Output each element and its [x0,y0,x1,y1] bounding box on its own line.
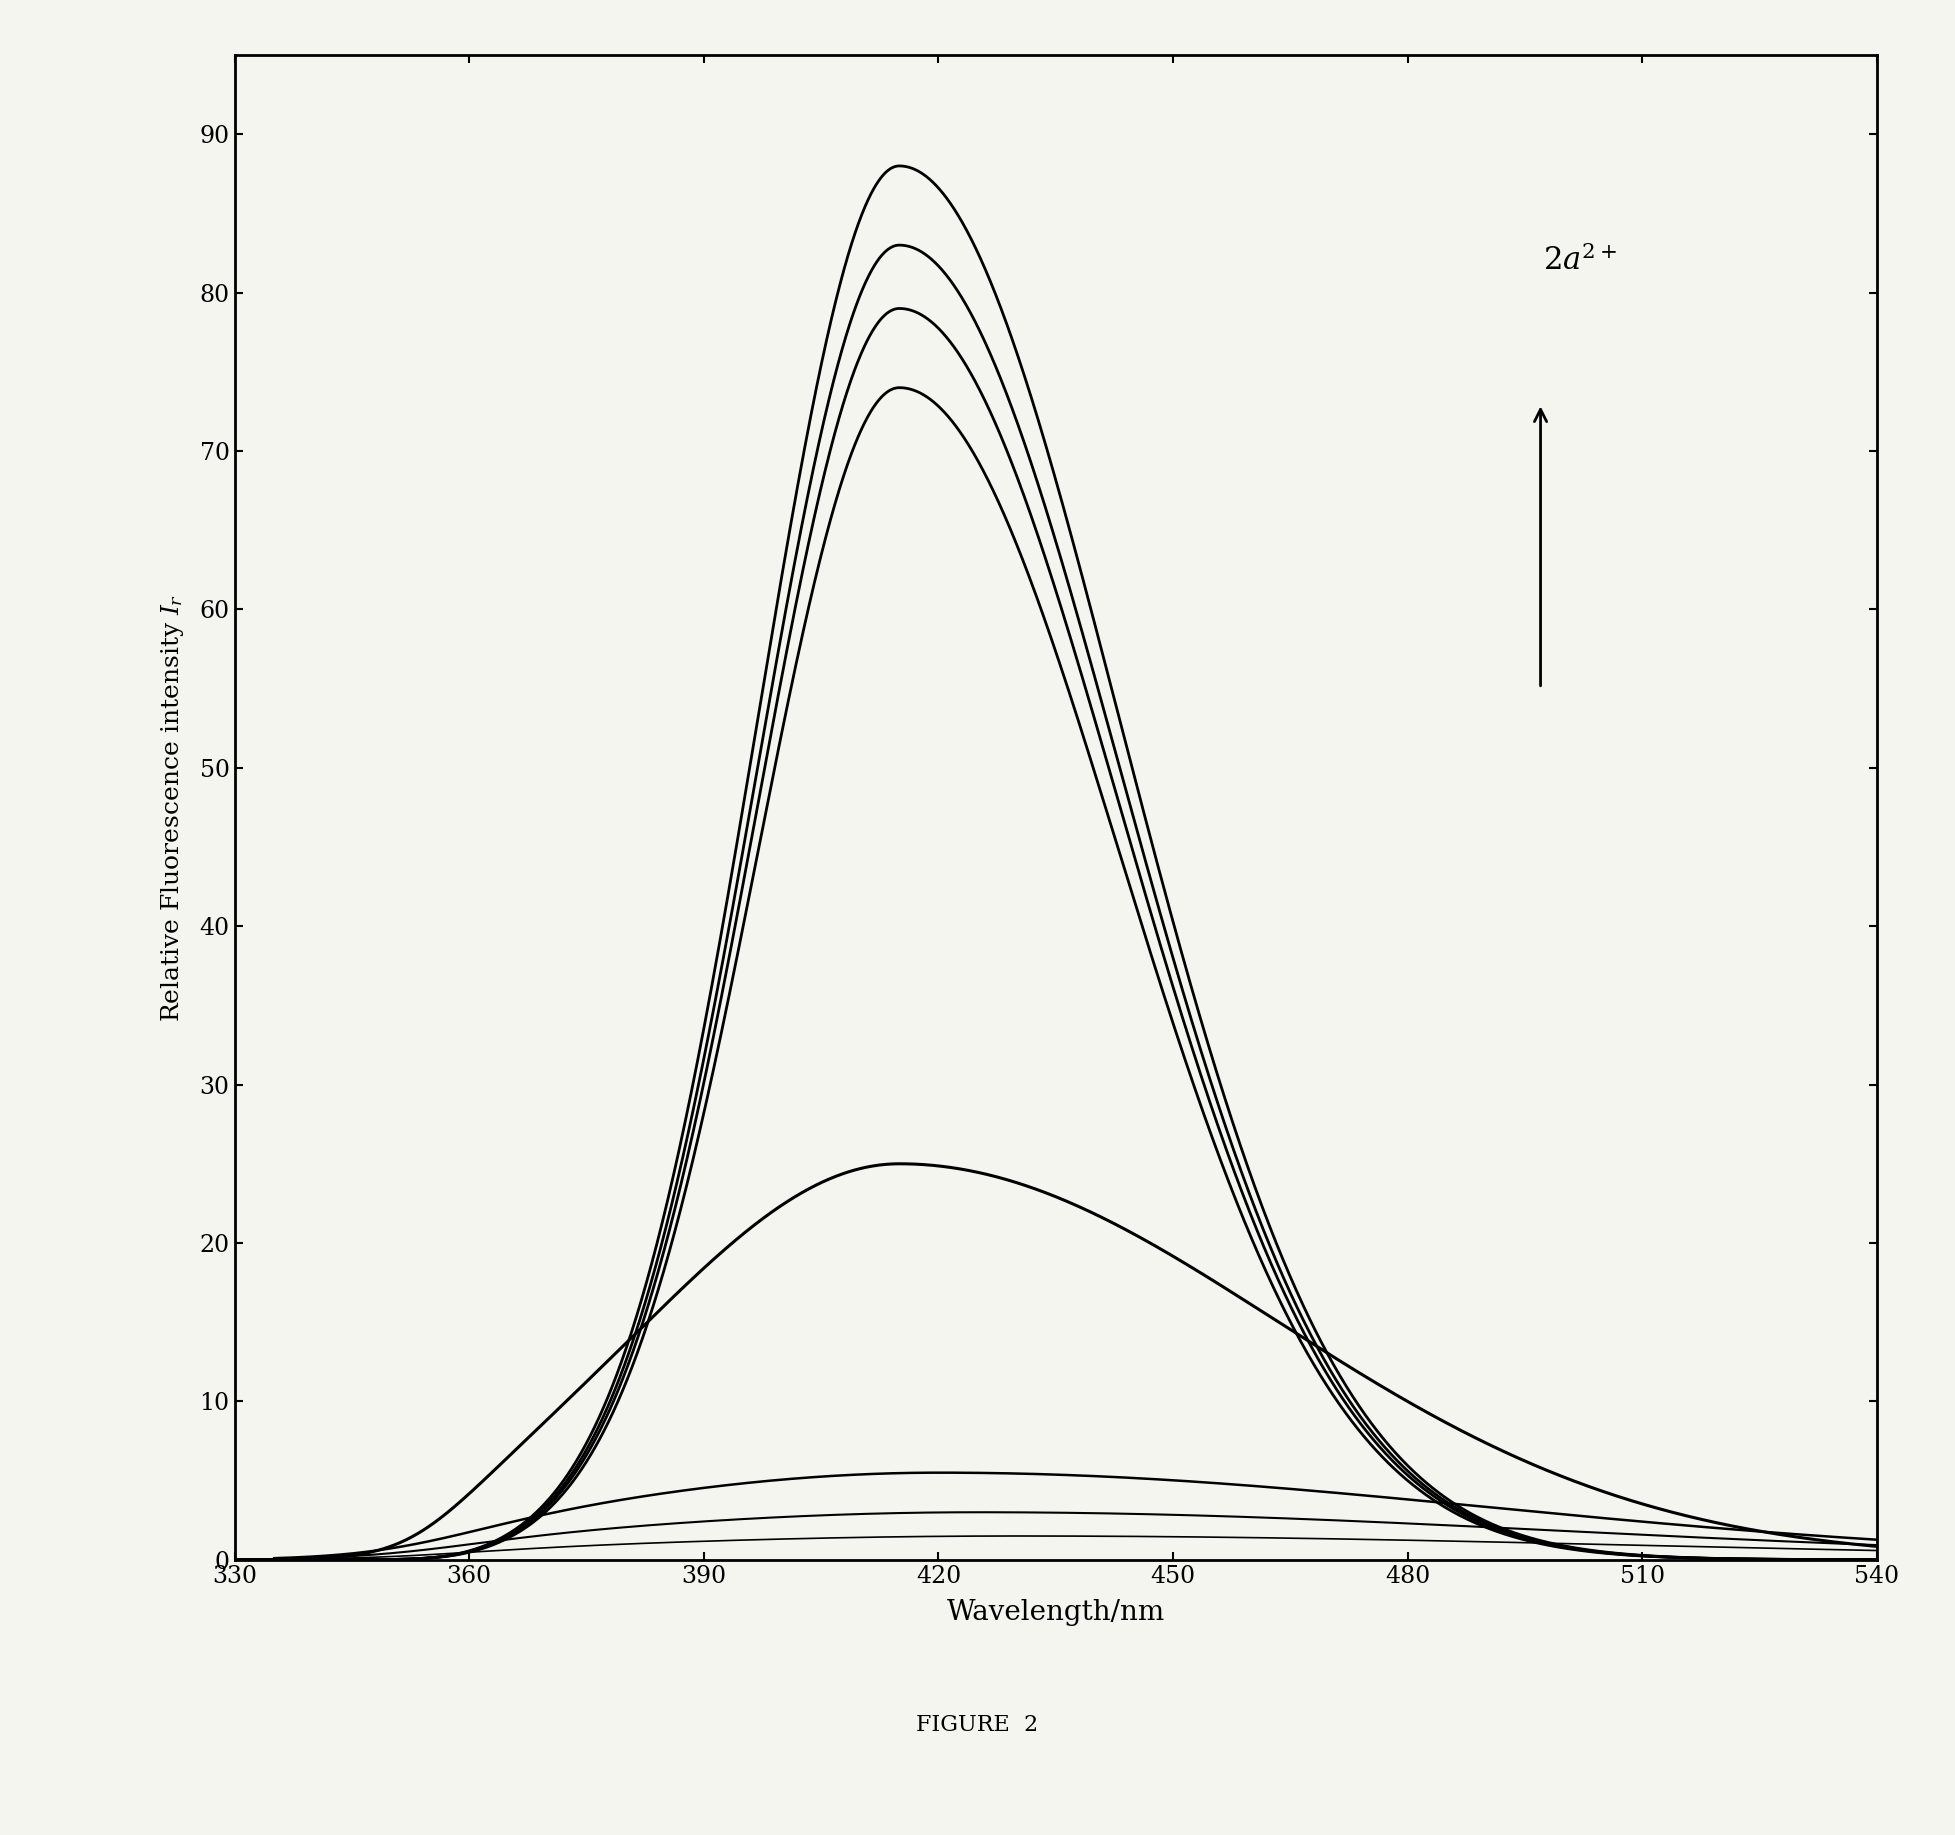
Text: $2a^{2+}$: $2a^{2+}$ [1542,244,1617,277]
Text: FIGURE  2: FIGURE 2 [917,1714,1038,1736]
X-axis label: Wavelength/nm: Wavelength/nm [946,1598,1165,1626]
Y-axis label: Relative Fluorescence intensity $I_r$: Relative Fluorescence intensity $I_r$ [158,593,186,1022]
